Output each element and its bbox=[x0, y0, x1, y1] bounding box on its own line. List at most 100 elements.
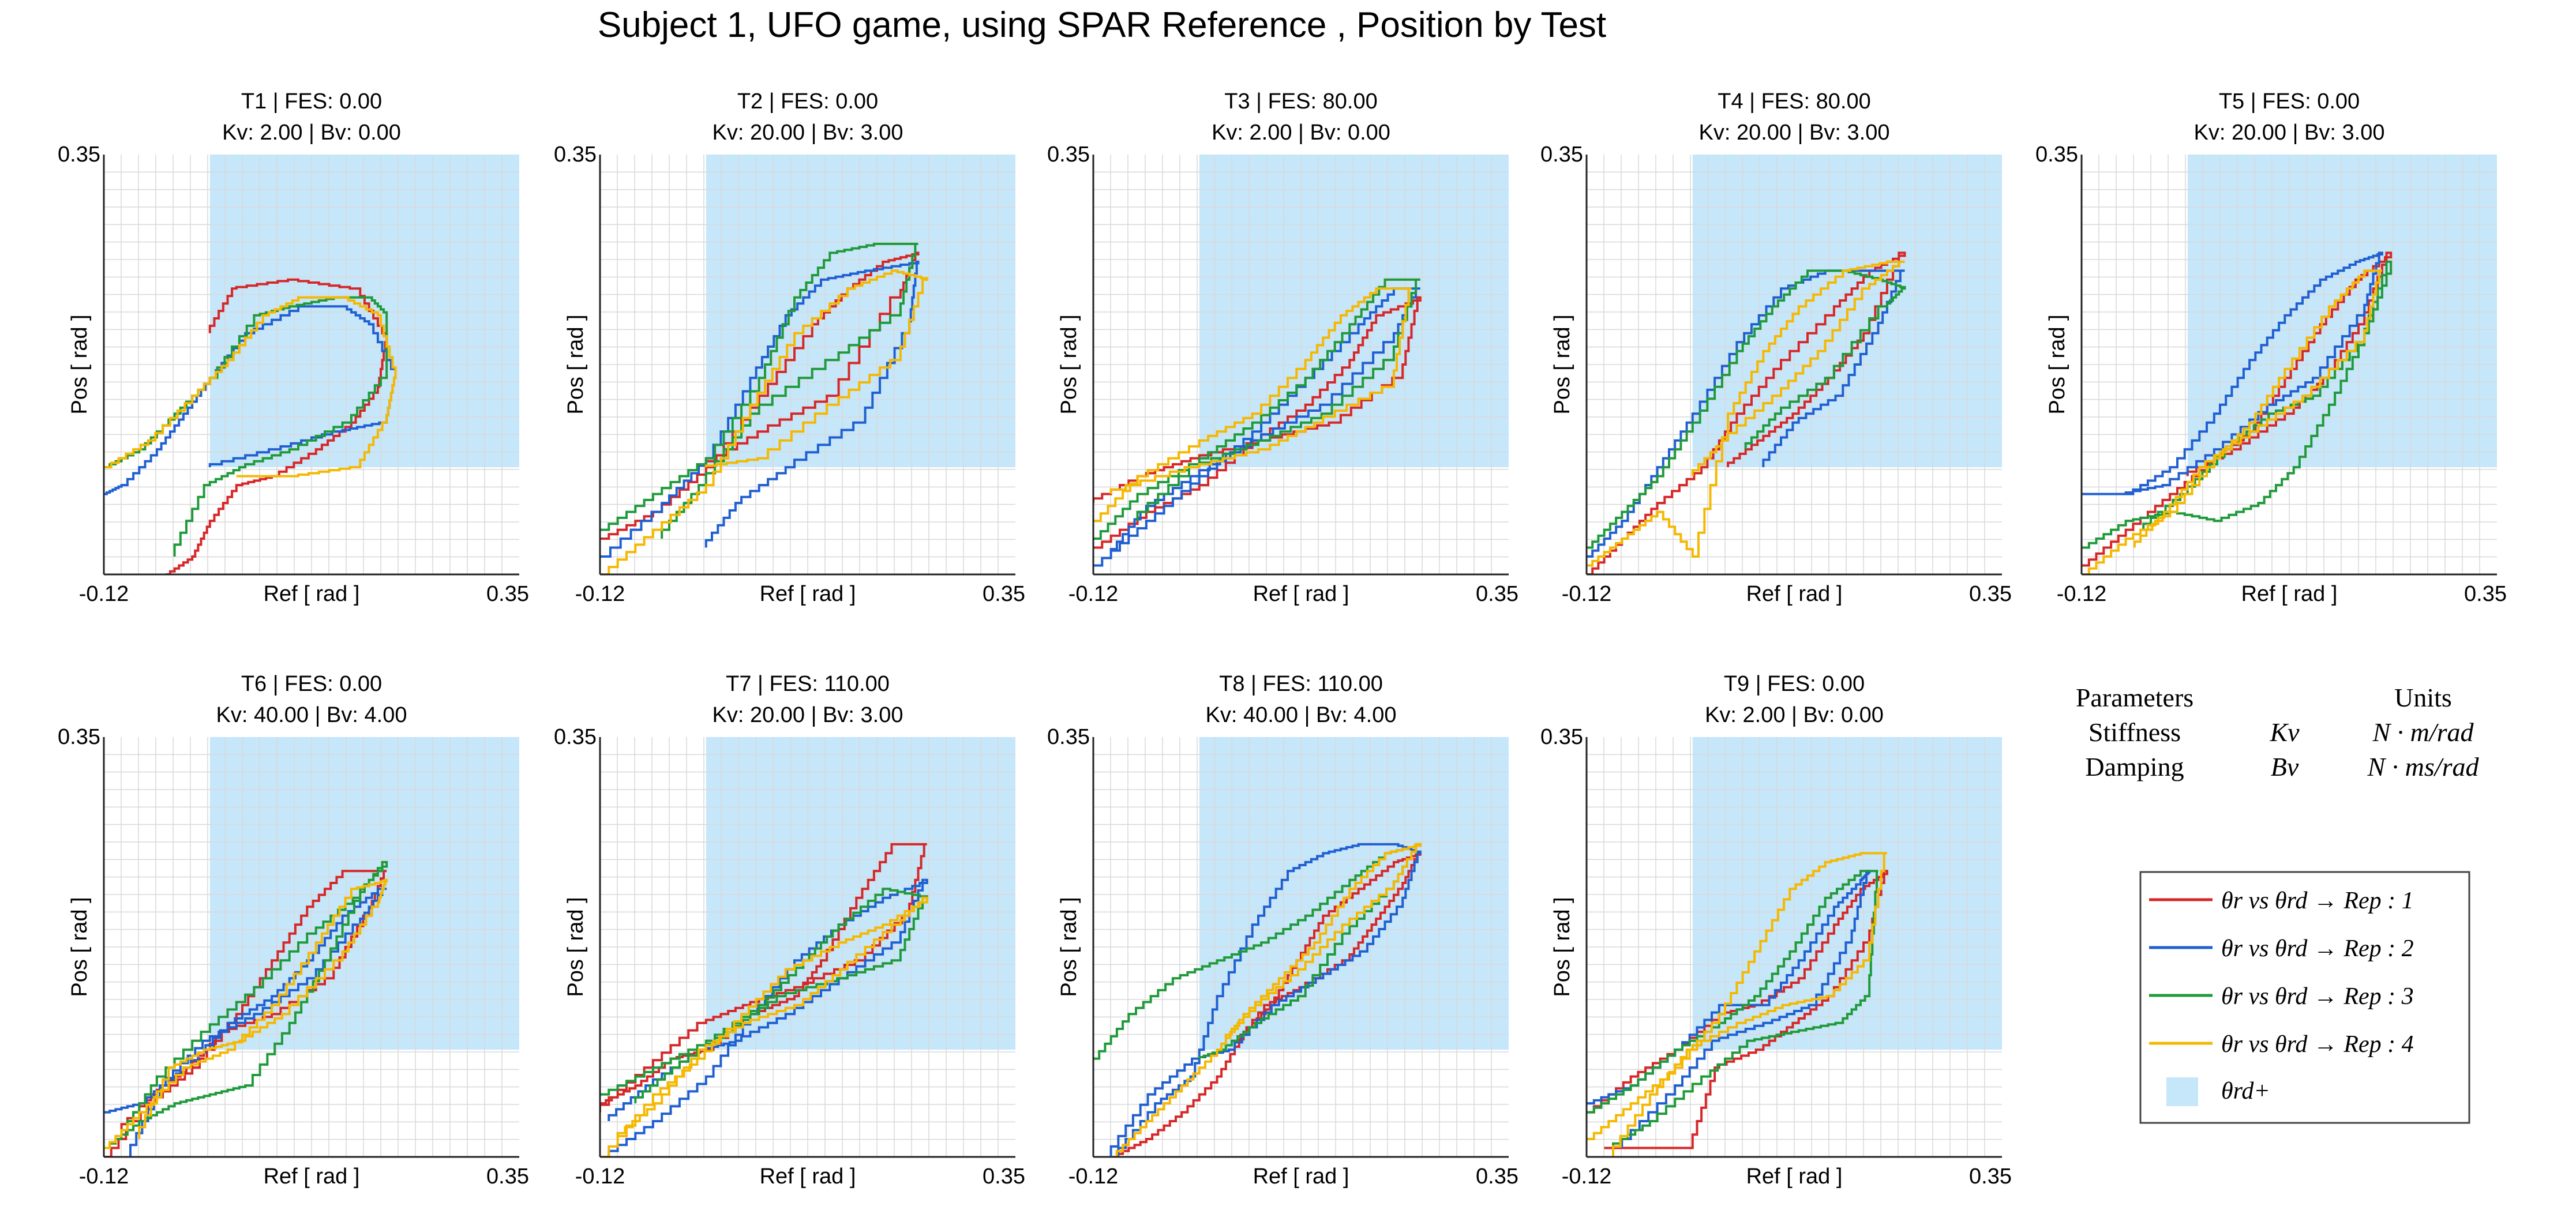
x-axis-label: Ref [ rad ] bbox=[2241, 582, 2338, 606]
y-axis-label: Pos [ rad ] bbox=[68, 314, 92, 414]
subplot-t3: T3 | FES: 80.00 Kv: 2.00 | Bv: 0.00 0.35 -0… bbox=[1047, 89, 1518, 606]
subplot-subtitle: Kv: 20.00 | Bv: 3.00 bbox=[1699, 121, 1890, 145]
series-line-rep4 bbox=[600, 896, 928, 1157]
series-line-rep2 bbox=[600, 878, 928, 1157]
y-axis-label: Pos [ rad ] bbox=[564, 897, 588, 997]
subplot-subtitle: Kv: 2.00 | Bv: 0.00 bbox=[222, 121, 401, 145]
subplot-subtitle: Kv: 2.00 | Bv: 0.00 bbox=[1212, 121, 1390, 145]
table-header-parameters: Parameters bbox=[2076, 683, 2193, 712]
series-line-rep4 bbox=[104, 878, 388, 1149]
y-axis-label: Pos [ rad ] bbox=[1550, 897, 1574, 997]
legend: θr vs θrd → Rep : 1 θr vs θrd → Rep : 2 … bbox=[2139, 871, 2470, 1124]
subplot-title: T1 | FES: 0.00 bbox=[241, 89, 382, 114]
series-line-rep1 bbox=[2082, 251, 2393, 567]
subplot-grid: T1 | FES: 0.00 Kv: 2.00 | Bv: 0.00 0.35 -0.… bbox=[58, 89, 2507, 1189]
y-axis-label: Pos [ rad ] bbox=[1550, 314, 1574, 414]
legend-label-rep3: θr vs θrd → Rep : 3 bbox=[2221, 983, 2414, 1010]
grid-lines bbox=[104, 737, 519, 1157]
x-tick-label-min: -0.12 bbox=[1068, 582, 1119, 606]
x-axis-label: Ref [ rad ] bbox=[264, 582, 360, 606]
subplot-t4: T4 | FES: 80.00 Kv: 20.00 | Bv: 3.00 0.35 -… bbox=[1540, 89, 2012, 606]
table-row-stiffness-symbol: Kv bbox=[2269, 717, 2300, 747]
subplot-title: T7 | FES: 110.00 bbox=[726, 672, 890, 696]
subplot-title: T2 | FES: 0.00 bbox=[737, 89, 878, 114]
x-axis-label: Ref [ rad ] bbox=[1253, 1164, 1349, 1189]
y-tick-label: 0.35 bbox=[58, 725, 100, 749]
legend-label-rep1: θr vs θrd → Rep : 1 bbox=[2221, 888, 2414, 914]
y-tick-label: 0.35 bbox=[1047, 142, 1090, 167]
subplot-subtitle: Kv: 20.00 | Bv: 3.00 bbox=[2194, 121, 2385, 145]
series-line-rep4 bbox=[1111, 843, 1422, 1157]
y-tick-label: 0.35 bbox=[1540, 142, 1583, 167]
subplot-subtitle: Kv: 40.00 | Bv: 4.00 bbox=[216, 703, 407, 727]
y-tick-label: 0.35 bbox=[554, 725, 597, 749]
series-line-rep4 bbox=[104, 296, 397, 478]
x-axis-label: Ref [ rad ] bbox=[1746, 582, 1843, 606]
grid-lines bbox=[600, 737, 1015, 1157]
y-axis-label: Pos [ rad ] bbox=[68, 897, 92, 997]
target-region bbox=[2187, 155, 2497, 468]
target-region bbox=[706, 155, 1015, 468]
series-line-rep3 bbox=[104, 296, 388, 557]
series-line-rep4 bbox=[600, 269, 928, 574]
series-line-rep2 bbox=[2082, 251, 2383, 495]
x-tick-label-max: 0.35 bbox=[1969, 582, 2012, 606]
y-tick-label: 0.35 bbox=[554, 142, 597, 167]
series-line-rep2 bbox=[104, 305, 397, 495]
subplot-title: T8 | FES: 110.00 bbox=[1219, 672, 1383, 696]
x-tick-label-max: 0.35 bbox=[1476, 1164, 1518, 1189]
subplot-title: T5 | FES: 0.00 bbox=[2219, 89, 2360, 114]
series-line-rep4 bbox=[1587, 260, 1905, 567]
parameters-table: Parameters Units Stiffness Kv N · m/rad … bbox=[2076, 683, 2480, 781]
series-line-rep2 bbox=[1587, 269, 1905, 558]
y-tick-label: 0.35 bbox=[1540, 725, 1583, 749]
series-line-rep1 bbox=[600, 843, 927, 1112]
subplot-subtitle: Kv: 20.00 | Bv: 3.00 bbox=[713, 703, 903, 727]
x-axis-label: Ref [ rad ] bbox=[760, 582, 856, 606]
series-line-rep1 bbox=[1587, 251, 1906, 574]
grid-lines bbox=[1587, 155, 2002, 574]
table-row-damping-unit: N · ms/rad bbox=[2367, 752, 2480, 781]
series-line-rep3 bbox=[600, 888, 928, 1104]
legend-label-rep2: θr vs θrd → Rep : 2 bbox=[2221, 935, 2414, 962]
x-tick-label-max: 0.35 bbox=[1476, 582, 1518, 606]
figure-title: Subject 1, UFO game, using SPAR Referenc… bbox=[598, 5, 1606, 45]
series-line-rep4 bbox=[1587, 852, 1887, 1157]
subplot-title: T3 | FES: 80.00 bbox=[1224, 89, 1377, 114]
table-row-damping-label: Damping bbox=[2085, 752, 2184, 781]
legend-label-rep4: θr vs θrd → Rep : 4 bbox=[2221, 1031, 2414, 1058]
x-tick-label-max: 0.35 bbox=[2464, 582, 2507, 606]
subplot-subtitle: Kv: 2.00 | Bv: 0.00 bbox=[1705, 703, 1884, 727]
target-region bbox=[1199, 155, 1509, 468]
subplot-t2: T2 | FES: 0.00 Kv: 20.00 | Bv: 3.00 0.35 -0… bbox=[554, 89, 1025, 606]
x-tick-label-min: -0.12 bbox=[1562, 582, 1612, 606]
table-row-stiffness-label: Stiffness bbox=[2088, 717, 2181, 747]
table-row-damping-symbol: Bv bbox=[2271, 752, 2299, 781]
subplot-title: T6 | FES: 0.00 bbox=[241, 672, 382, 696]
x-tick-label-min: -0.12 bbox=[1068, 1164, 1119, 1189]
subplot-t9: T9 | FES: 0.00 Kv: 2.00 | Bv: 0.00 0.35 -0.… bbox=[1540, 672, 2012, 1189]
subplot-t8: T8 | FES: 110.00 Kv: 40.00 | Bv: 4.00 0.35… bbox=[1047, 672, 1518, 1189]
x-tick-label-min: -0.12 bbox=[79, 582, 129, 606]
x-axis-label: Ref [ rad ] bbox=[1253, 582, 1349, 606]
x-tick-label-min: -0.12 bbox=[575, 582, 625, 606]
target-region bbox=[209, 737, 519, 1050]
y-tick-label: 0.35 bbox=[1047, 725, 1090, 749]
legend-label-region: θrd+ bbox=[2221, 1078, 2270, 1104]
x-tick-label-max: 0.35 bbox=[1969, 1164, 2012, 1189]
x-tick-label-min: -0.12 bbox=[2057, 582, 2107, 606]
y-tick-label: 0.35 bbox=[2035, 142, 2078, 167]
x-axis-label: Ref [ rad ] bbox=[1746, 1164, 1843, 1189]
x-tick-label-max: 0.35 bbox=[486, 1164, 529, 1189]
grid-lines bbox=[104, 155, 519, 574]
series-line-rep3 bbox=[1587, 269, 1906, 549]
series-line-rep4 bbox=[2082, 269, 2382, 574]
subplot-t5: T5 | FES: 0.00 Kv: 20.00 | Bv: 3.00 0.35 -0… bbox=[2035, 89, 2507, 606]
x-tick-label-min: -0.12 bbox=[575, 1164, 625, 1189]
table-row-stiffness-unit: N · m/rad bbox=[2372, 717, 2474, 747]
series-line-rep2 bbox=[104, 888, 387, 1157]
y-axis-label: Pos [ rad ] bbox=[2045, 314, 2069, 414]
x-tick-label-min: -0.12 bbox=[1562, 1164, 1612, 1189]
y-axis-label: Pos [ rad ] bbox=[564, 314, 588, 414]
